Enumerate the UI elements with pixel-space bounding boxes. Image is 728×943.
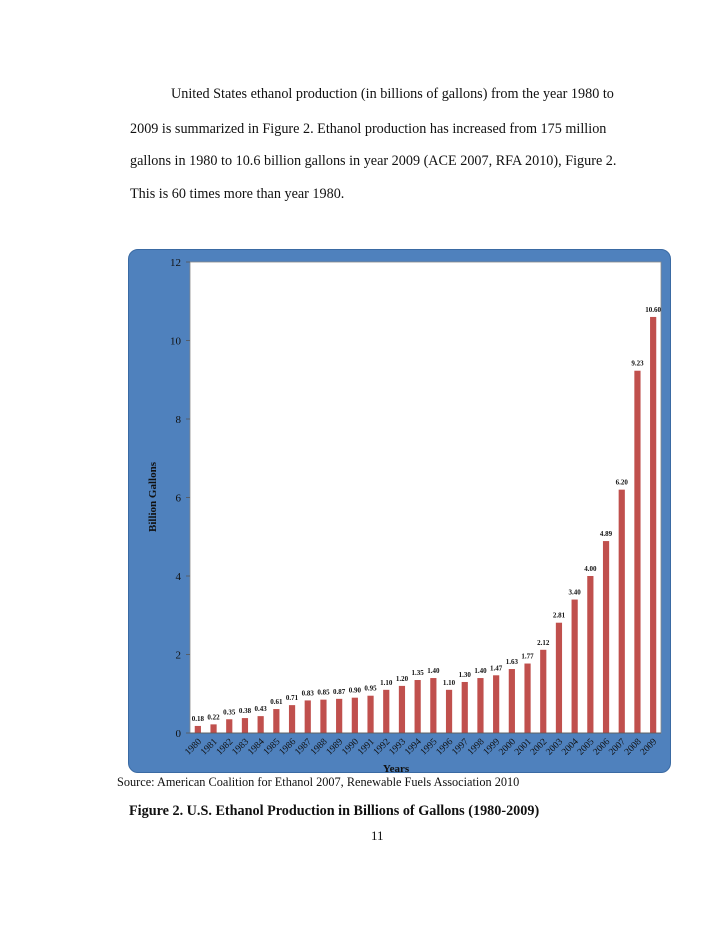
bar-1981 [210, 724, 217, 733]
paragraph-line-2: 2009 is summarized in Figure 2. Ethanol … [130, 121, 607, 137]
bar-1990 [351, 697, 358, 733]
bar-1993 [398, 685, 406, 733]
bar-1998 [477, 678, 484, 733]
bar-1991 [367, 695, 374, 733]
data-label-1991: 0.95 [364, 685, 377, 693]
data-label-1981: 0.22 [207, 713, 220, 721]
y-tick-label: 8 [176, 414, 182, 426]
bar-1980 [194, 725, 201, 733]
data-label-1985: 0.61 [270, 698, 283, 706]
data-label-1983: 0.38 [239, 707, 252, 715]
x-axis-title: Years [383, 763, 410, 775]
chart-source-note: Source: American Coalition for Ethanol 2… [117, 775, 520, 789]
bar-2000 [508, 669, 515, 733]
data-label-2001: 1.77 [521, 653, 534, 661]
data-label-1982: 0.35 [223, 708, 236, 716]
bar-2005 [587, 576, 594, 733]
data-label-1987: 0.83 [302, 689, 315, 697]
data-label-2007: 6.20 [616, 479, 629, 487]
bar-1997 [461, 681, 468, 733]
bar-1995 [430, 678, 437, 733]
data-label-2002: 2.12 [537, 639, 550, 647]
data-label-1992: 1.10 [380, 679, 393, 687]
data-label-2009: 10.60 [645, 306, 661, 314]
data-label-1986: 0.71 [286, 694, 299, 702]
paragraph-line-1: United States ethanol production (in bil… [171, 86, 614, 102]
data-label-1996: 1.10 [443, 679, 456, 687]
bar-2009 [650, 316, 657, 733]
bar-2008 [634, 370, 641, 733]
bar-2006 [602, 541, 610, 733]
paragraph-line-4: This is 60 times more than year 1980. [130, 186, 345, 202]
data-label-1997: 1.30 [459, 671, 472, 679]
data-label-1999: 1.47 [490, 664, 503, 672]
bar-1982 [226, 719, 233, 733]
bar-1999 [493, 675, 500, 733]
bar-1984 [257, 716, 264, 733]
plot-area [189, 261, 662, 734]
data-label-1994: 1.35 [412, 669, 425, 677]
data-label-1990: 0.90 [349, 687, 362, 695]
bar-2003 [555, 622, 563, 733]
data-label-1995: 1.40 [427, 667, 440, 675]
bar-2007 [618, 489, 625, 733]
bar-1985 [273, 709, 280, 733]
data-label-1980: 0.18 [192, 715, 205, 723]
bar-2001 [524, 663, 531, 733]
y-tick-label: 4 [176, 571, 182, 583]
bar-2004 [571, 599, 578, 733]
data-label-2000: 1.63 [506, 658, 519, 666]
paragraph-line-3: gallons in 1980 to 10.6 billion gallons … [130, 153, 617, 169]
data-label-1989: 0.87 [333, 688, 346, 696]
data-label-2008: 9.23 [631, 360, 644, 368]
y-tick-label: 0 [176, 728, 182, 740]
y-tick-label: 6 [176, 493, 182, 505]
data-label-2005: 4.00 [584, 565, 597, 573]
data-label-1998: 1.40 [474, 667, 487, 675]
data-label-2003: 2.81 [553, 612, 566, 620]
data-label-1984: 0.43 [255, 705, 268, 713]
bar-1994 [414, 680, 421, 733]
bar-1986 [288, 705, 296, 733]
x-tick-label-2009: 2009 [639, 737, 660, 758]
data-label-1988: 0.85 [317, 689, 330, 697]
bar-1992 [383, 689, 390, 733]
y-tick-label: 12 [170, 257, 181, 269]
bar-1989 [336, 698, 343, 733]
y-tick-label: 2 [176, 650, 182, 662]
y-axis-title: Billion Gallons [147, 461, 159, 532]
bar-1996 [445, 689, 453, 733]
data-label-2006: 4.89 [600, 530, 613, 538]
bar-1988 [320, 699, 327, 733]
data-label-2004: 3.40 [569, 589, 582, 597]
bar-2002 [540, 649, 547, 733]
y-tick-label: 10 [170, 336, 182, 348]
bar-1987 [304, 700, 311, 733]
bar-1983 [241, 718, 249, 733]
page-number: 11 [371, 828, 384, 843]
data-label-1993: 1.20 [396, 675, 409, 683]
figure-caption: Figure 2. U.S. Ethanol Production in Bil… [129, 803, 540, 819]
